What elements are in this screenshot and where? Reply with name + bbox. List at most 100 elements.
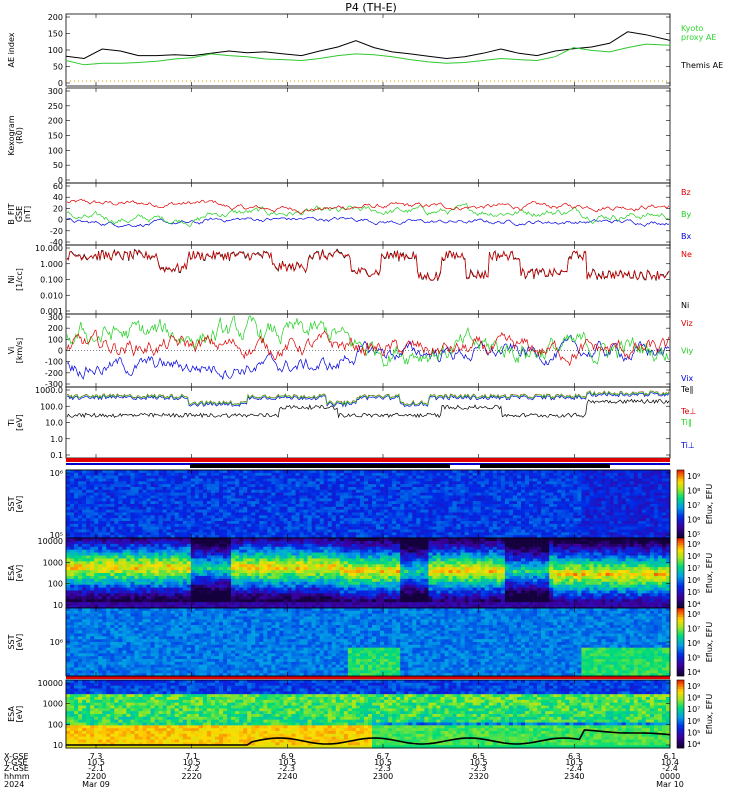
spectrogram-cell [94, 535, 99, 539]
spectrogram-cell [182, 593, 188, 597]
spectrogram-cell [521, 532, 526, 536]
spectrogram-cell [138, 587, 143, 591]
spectrogram-cell [110, 521, 115, 525]
spectrogram-cell [287, 506, 292, 510]
spectrogram-cell [94, 596, 99, 600]
spectrogram-cell [432, 501, 437, 505]
spectrogram-cell [110, 605, 115, 609]
spectrogram-cell [243, 581, 248, 585]
spectrogram-cell [295, 501, 300, 505]
spectrogram-cell [283, 489, 288, 493]
spectrogram-cell [214, 509, 220, 513]
spectrogram-cell [295, 521, 300, 525]
spectrogram-cell [339, 487, 345, 491]
spectrogram-cell [243, 504, 248, 508]
mode-bar-black [480, 464, 610, 468]
spectrogram-cell [194, 575, 200, 580]
spectrogram-cell [601, 484, 606, 488]
spectrogram-cell [593, 489, 598, 493]
spectrogram-cell [303, 512, 308, 516]
spectrogram-cell [166, 506, 171, 510]
spectrogram-cell [166, 526, 171, 530]
spectrogram-cell [617, 498, 622, 502]
spectrogram-cell [355, 526, 361, 530]
spectrogram-cell [625, 484, 631, 488]
spectrogram-cell [440, 529, 445, 533]
spectrogram-cell [368, 512, 373, 516]
spectrogram-cell [529, 478, 534, 482]
spectrogram-cell [170, 529, 176, 533]
spectrogram-cell [380, 487, 385, 491]
spectrogram-cell [74, 501, 79, 505]
spectrogram-cell [82, 509, 87, 513]
spectrogram-cell [235, 599, 240, 603]
spectrogram-cell [98, 561, 103, 565]
spectrogram-cell [533, 535, 538, 539]
spectrogram-cell [613, 472, 618, 476]
spectrogram-cell [488, 472, 494, 476]
spectrogram-cell [605, 532, 610, 536]
spectrogram-cell [359, 509, 365, 513]
spectrogram-cell [428, 529, 433, 533]
spectrogram-cell [186, 487, 192, 491]
spectrogram-cell [82, 538, 87, 542]
spectrogram-cell [170, 506, 176, 510]
spectrogram-cell [182, 584, 188, 588]
spectrogram-cell [573, 521, 578, 525]
spectrogram-cell [428, 478, 433, 482]
spectrogram-cell [110, 590, 115, 594]
spectrogram-cell [452, 504, 457, 508]
spectrogram-cell [150, 504, 155, 508]
spectrogram-cell [227, 602, 232, 606]
spectrogram-cell [235, 549, 240, 553]
spectrogram-cell [239, 532, 244, 536]
spectrogram-cell [70, 546, 75, 550]
spectrogram-cell [106, 470, 111, 474]
spectrogram-cell [82, 587, 87, 591]
spectrogram-cell [363, 504, 369, 508]
spectrogram-cell [496, 489, 502, 493]
spectrogram-cell [182, 546, 188, 550]
spectrogram-cell [114, 567, 119, 571]
spectrogram-cell [86, 587, 91, 591]
spectrogram-cell [508, 481, 514, 485]
spectrogram-cell [380, 495, 385, 499]
spectrogram-cell [456, 532, 461, 536]
spectrogram-cell [424, 478, 429, 482]
spectrogram-cell [533, 504, 538, 508]
spectrogram-cell [363, 498, 369, 502]
spectrogram-cell [577, 523, 582, 527]
spectrogram-cell [138, 570, 143, 574]
spectrogram-cell [102, 470, 107, 474]
spectrogram-cell [359, 481, 365, 485]
spectrogram-cell [359, 506, 365, 510]
spectrogram-cell [190, 564, 196, 568]
spectrogram-cell [460, 470, 465, 474]
spectrogram-cell [645, 518, 651, 522]
spectrogram-cell [331, 529, 337, 533]
spectrogram-cell [428, 481, 433, 485]
spectrogram-cell [319, 501, 325, 505]
spectrogram-cell [420, 515, 425, 519]
spectrogram-cell [206, 599, 212, 603]
spectrogram-cell [166, 481, 171, 485]
spectrogram-cell [355, 470, 361, 474]
spectrogram-cell [476, 512, 482, 516]
spectrogram-cell [182, 561, 188, 565]
spectrogram-cell [384, 489, 389, 493]
spectrogram-cell [601, 518, 606, 522]
spectrogram-cell [202, 575, 208, 580]
spectrogram-cell [166, 593, 171, 597]
spectrogram-cell [307, 515, 312, 519]
spectrogram-cell [235, 521, 240, 525]
spectrogram-cell [243, 561, 248, 565]
spectrogram-cell [637, 515, 643, 519]
spectrogram-cell [150, 558, 155, 562]
spectrogram-cell [484, 481, 490, 485]
spectrogram-cell [90, 581, 95, 585]
spectrogram-cell [227, 564, 232, 568]
spectrogram-cell [178, 512, 184, 516]
spectrogram-cell [94, 504, 99, 508]
spectrogram-cell [243, 495, 248, 499]
